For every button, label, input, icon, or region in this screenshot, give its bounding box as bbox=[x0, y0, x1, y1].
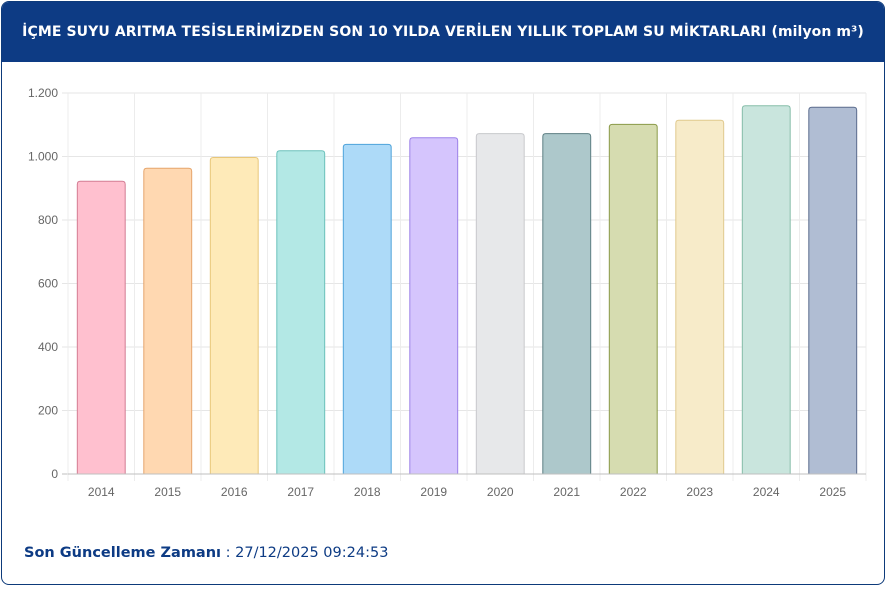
bar-chart: 0 200 400 600 800 1.000 1.200 2014 2015 2016 2017… bbox=[28, 86, 867, 499]
x-tick-label: 2015 bbox=[154, 485, 181, 499]
bar-2016[interactable] bbox=[209, 156, 259, 475]
grid-lines bbox=[62, 92, 867, 481]
last-update-timestamp: 27/12/2025 09:24:53 bbox=[235, 545, 389, 561]
bar-2024[interactable] bbox=[741, 105, 791, 475]
x-tick-label: 2023 bbox=[686, 485, 713, 499]
bar-2020[interactable] bbox=[475, 133, 525, 475]
x-tick-label: 2014 bbox=[88, 485, 115, 499]
chart-header: İÇME SUYU ARITMA TESİSLERİMİZDEN SON 10 … bbox=[2, 2, 884, 62]
x-axis: 2014 2015 2016 2017 2018 2019 2020 2021 2022 2023… bbox=[68, 473, 866, 499]
x-tick-label: 2018 bbox=[354, 485, 381, 499]
x-tick-label: 2016 bbox=[221, 485, 248, 499]
bar-2021[interactable] bbox=[542, 133, 592, 475]
last-update-separator: : bbox=[221, 545, 236, 561]
bar-2019[interactable] bbox=[409, 137, 459, 475]
last-update: Son Güncelleme Zamanı : 27/12/2025 09:24… bbox=[24, 545, 388, 561]
x-tick-label: 2025 bbox=[819, 485, 846, 499]
x-tick-label: 2019 bbox=[420, 485, 447, 499]
y-tick-label: 800 bbox=[38, 213, 58, 227]
bars bbox=[76, 105, 858, 475]
bar-2022[interactable] bbox=[608, 123, 658, 475]
chart-title: İÇME SUYU ARITMA TESİSLERİMİZDEN SON 10 … bbox=[22, 24, 864, 40]
bar-2018[interactable] bbox=[342, 143, 392, 475]
last-update-label: Son Güncelleme Zamanı bbox=[24, 545, 222, 561]
x-tick-label: 2017 bbox=[287, 485, 314, 499]
bar-2023[interactable] bbox=[675, 119, 725, 475]
y-tick-label: 400 bbox=[38, 340, 58, 354]
y-tick-label: 0 bbox=[51, 467, 58, 481]
x-tick-label: 2020 bbox=[487, 485, 514, 499]
bar-2015[interactable] bbox=[143, 167, 193, 475]
bar-2025[interactable] bbox=[808, 106, 858, 475]
chart-area: 0 200 400 600 800 1.000 1.200 2014 2015 2016 2017… bbox=[2, 62, 884, 517]
x-tick-label: 2024 bbox=[753, 485, 780, 499]
x-tick-label: 2022 bbox=[620, 485, 647, 499]
y-axis: 0 200 400 600 800 1.000 1.200 bbox=[28, 86, 58, 481]
y-tick-label: 200 bbox=[38, 404, 58, 418]
x-tick-label: 2021 bbox=[553, 485, 580, 499]
bar-2014[interactable] bbox=[76, 180, 126, 475]
y-tick-label: 1.200 bbox=[28, 86, 58, 100]
y-tick-label: 1.000 bbox=[28, 150, 58, 164]
bar-2017[interactable] bbox=[276, 150, 326, 475]
y-tick-label: 600 bbox=[38, 277, 58, 291]
